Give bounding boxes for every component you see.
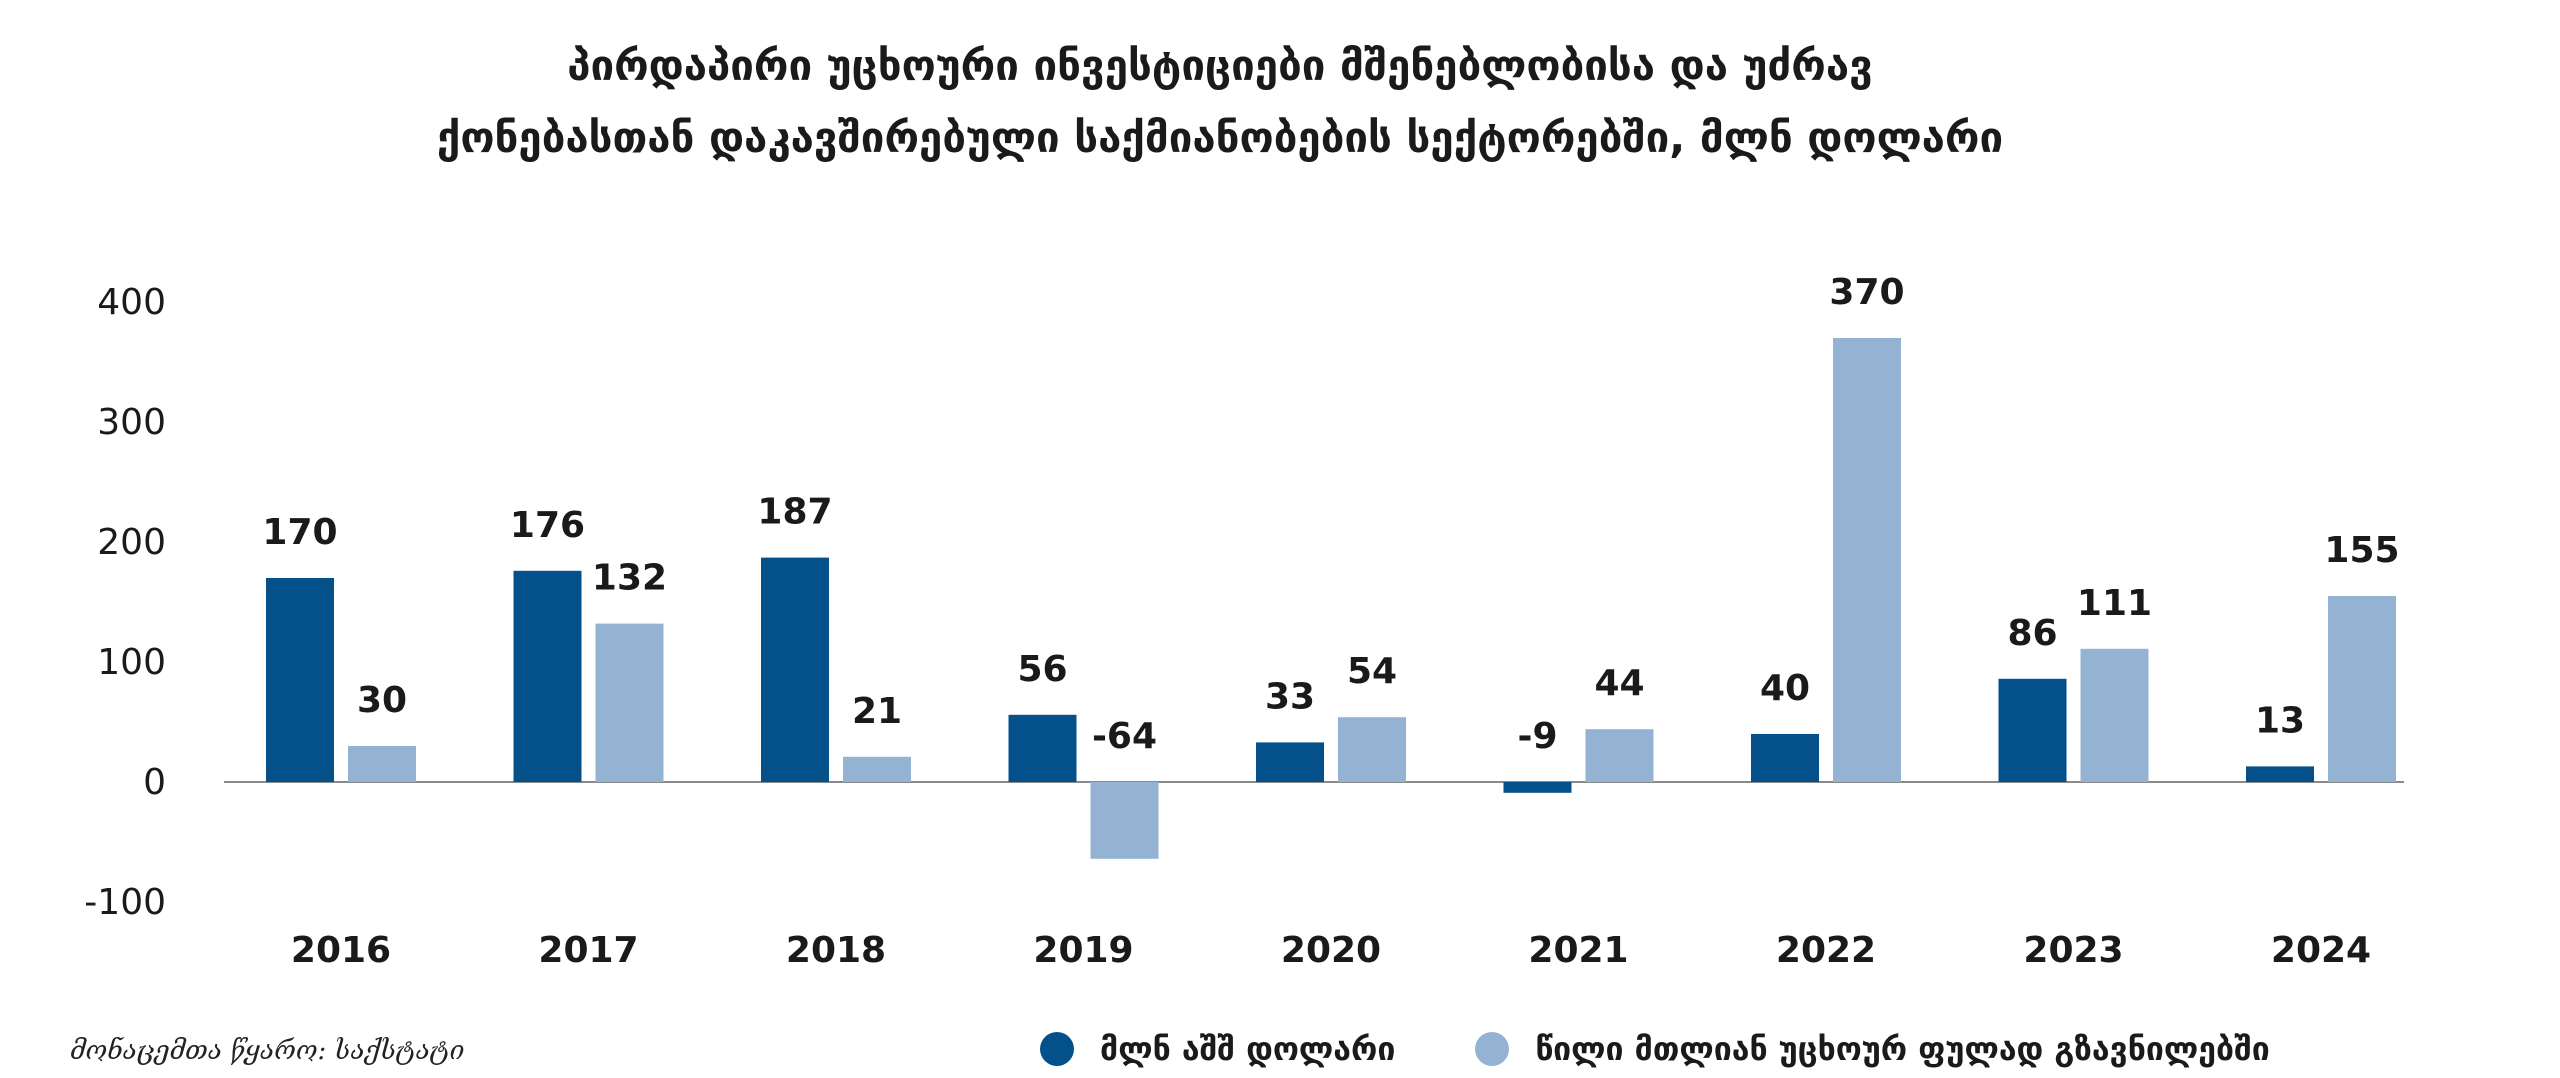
data-label-series-1-2024: 13 — [2255, 700, 2305, 741]
bar-series-1-2021 — [1503, 782, 1572, 793]
bar-series-1-2022 — [1751, 734, 1819, 782]
chart-title: პირდაპირი უცხოური ინვესტიციები მშენებლობ… — [0, 30, 2440, 174]
bar-series-1-2019 — [1008, 714, 1077, 782]
bar-series-2-2023 — [2080, 648, 2149, 782]
bar-series-1-2016 — [266, 578, 334, 782]
x-tick-label-2017: 2017 — [538, 930, 638, 971]
data-label-series-2-2022: 370 — [1829, 272, 1904, 313]
bar-series-2-2024 — [2328, 596, 2396, 782]
bar-series-1-2017 — [513, 570, 582, 782]
legend-swatch-series-2 — [1475, 1032, 1510, 1066]
data-label-series-2-2024: 155 — [2324, 530, 2399, 571]
bar-series-2-2017 — [595, 623, 664, 782]
x-tick-label-2023: 2023 — [2023, 930, 2123, 971]
bar-series-1-2018 — [761, 557, 829, 782]
legend-label-series-1: მლნ აშშ დოლარი — [1100, 1030, 1396, 1068]
data-label-series-1-2018: 187 — [757, 492, 832, 533]
bar-series-1-2024 — [2246, 766, 2314, 782]
data-label-series-2-2023: 111 — [2077, 583, 2152, 624]
bar-series-2-2020 — [1338, 717, 1406, 782]
data-label-series-1-2022: 40 — [1760, 668, 1810, 709]
y-tick-label: 200 — [97, 522, 166, 563]
data-label-series-1-2019: 56 — [1017, 649, 1067, 690]
data-label-series-2-2019: -64 — [1092, 716, 1157, 757]
bar-series-1-2023 — [1998, 678, 2067, 782]
x-tick-label-2018: 2018 — [786, 930, 886, 971]
legend-label-series-2: წილი მთლიან უცხოურ ფულად გზავნილებში — [1535, 1030, 2270, 1068]
bar-series-2-2021 — [1585, 729, 1654, 782]
data-source-note: მონაცემთა წყარო: საქსტატი — [70, 1036, 465, 1066]
y-tick-label: 0 — [143, 762, 166, 803]
data-label-series-1-2020: 33 — [1265, 676, 1315, 717]
x-tick-label-2019: 2019 — [1033, 930, 1133, 971]
data-label-series-2-2020: 54 — [1347, 651, 1397, 692]
chart-title-line-1: პირდაპირი უცხოური ინვესტიციები მშენებლობ… — [567, 41, 1873, 90]
data-label-series-1-2021: -9 — [1518, 716, 1558, 757]
y-tick-label: -100 — [84, 882, 166, 923]
x-tick-label-2021: 2021 — [1528, 930, 1628, 971]
x-tick-label-2020: 2020 — [1281, 930, 1381, 971]
x-tick-label-2024: 2024 — [2271, 930, 2371, 971]
y-tick-label: 300 — [97, 402, 166, 443]
chart-legend: მლნ აშშ დოლარი წილი მთლიან უცხოურ ფულად … — [1040, 1030, 2350, 1068]
data-label-series-2-2018: 21 — [852, 691, 902, 732]
x-tick-label-2022: 2022 — [1776, 930, 1876, 971]
data-label-series-1-2023: 86 — [2007, 613, 2057, 654]
data-label-series-2-2021: 44 — [1594, 663, 1644, 704]
y-tick-label: 400 — [97, 282, 166, 323]
data-label-series-2-2016: 30 — [357, 680, 407, 721]
data-label-series-2-2017: 132 — [592, 558, 667, 599]
data-label-series-1-2016: 170 — [262, 512, 337, 553]
legend-item-series-1: მლნ აშშ დოლარი — [1040, 1030, 1395, 1068]
bar-series-2-2018 — [843, 756, 911, 782]
legend-item-series-2: წილი მთლიან უცხოურ ფულად გზავნილებში — [1475, 1030, 2270, 1068]
data-label-series-1-2017: 176 — [510, 505, 585, 546]
bar-series-2-2019 — [1090, 782, 1159, 859]
legend-swatch-series-1 — [1040, 1032, 1074, 1066]
bar-series-1-2020 — [1256, 742, 1324, 782]
x-tick-label-2016: 2016 — [291, 930, 391, 971]
bar-series-2-2016 — [348, 746, 416, 782]
chart-title-line-2: ქონებასთან დაკავშირებული საქმიანობების ს… — [436, 113, 2004, 162]
y-tick-label: 100 — [97, 642, 166, 683]
bar-series-2-2022 — [1833, 338, 1901, 782]
